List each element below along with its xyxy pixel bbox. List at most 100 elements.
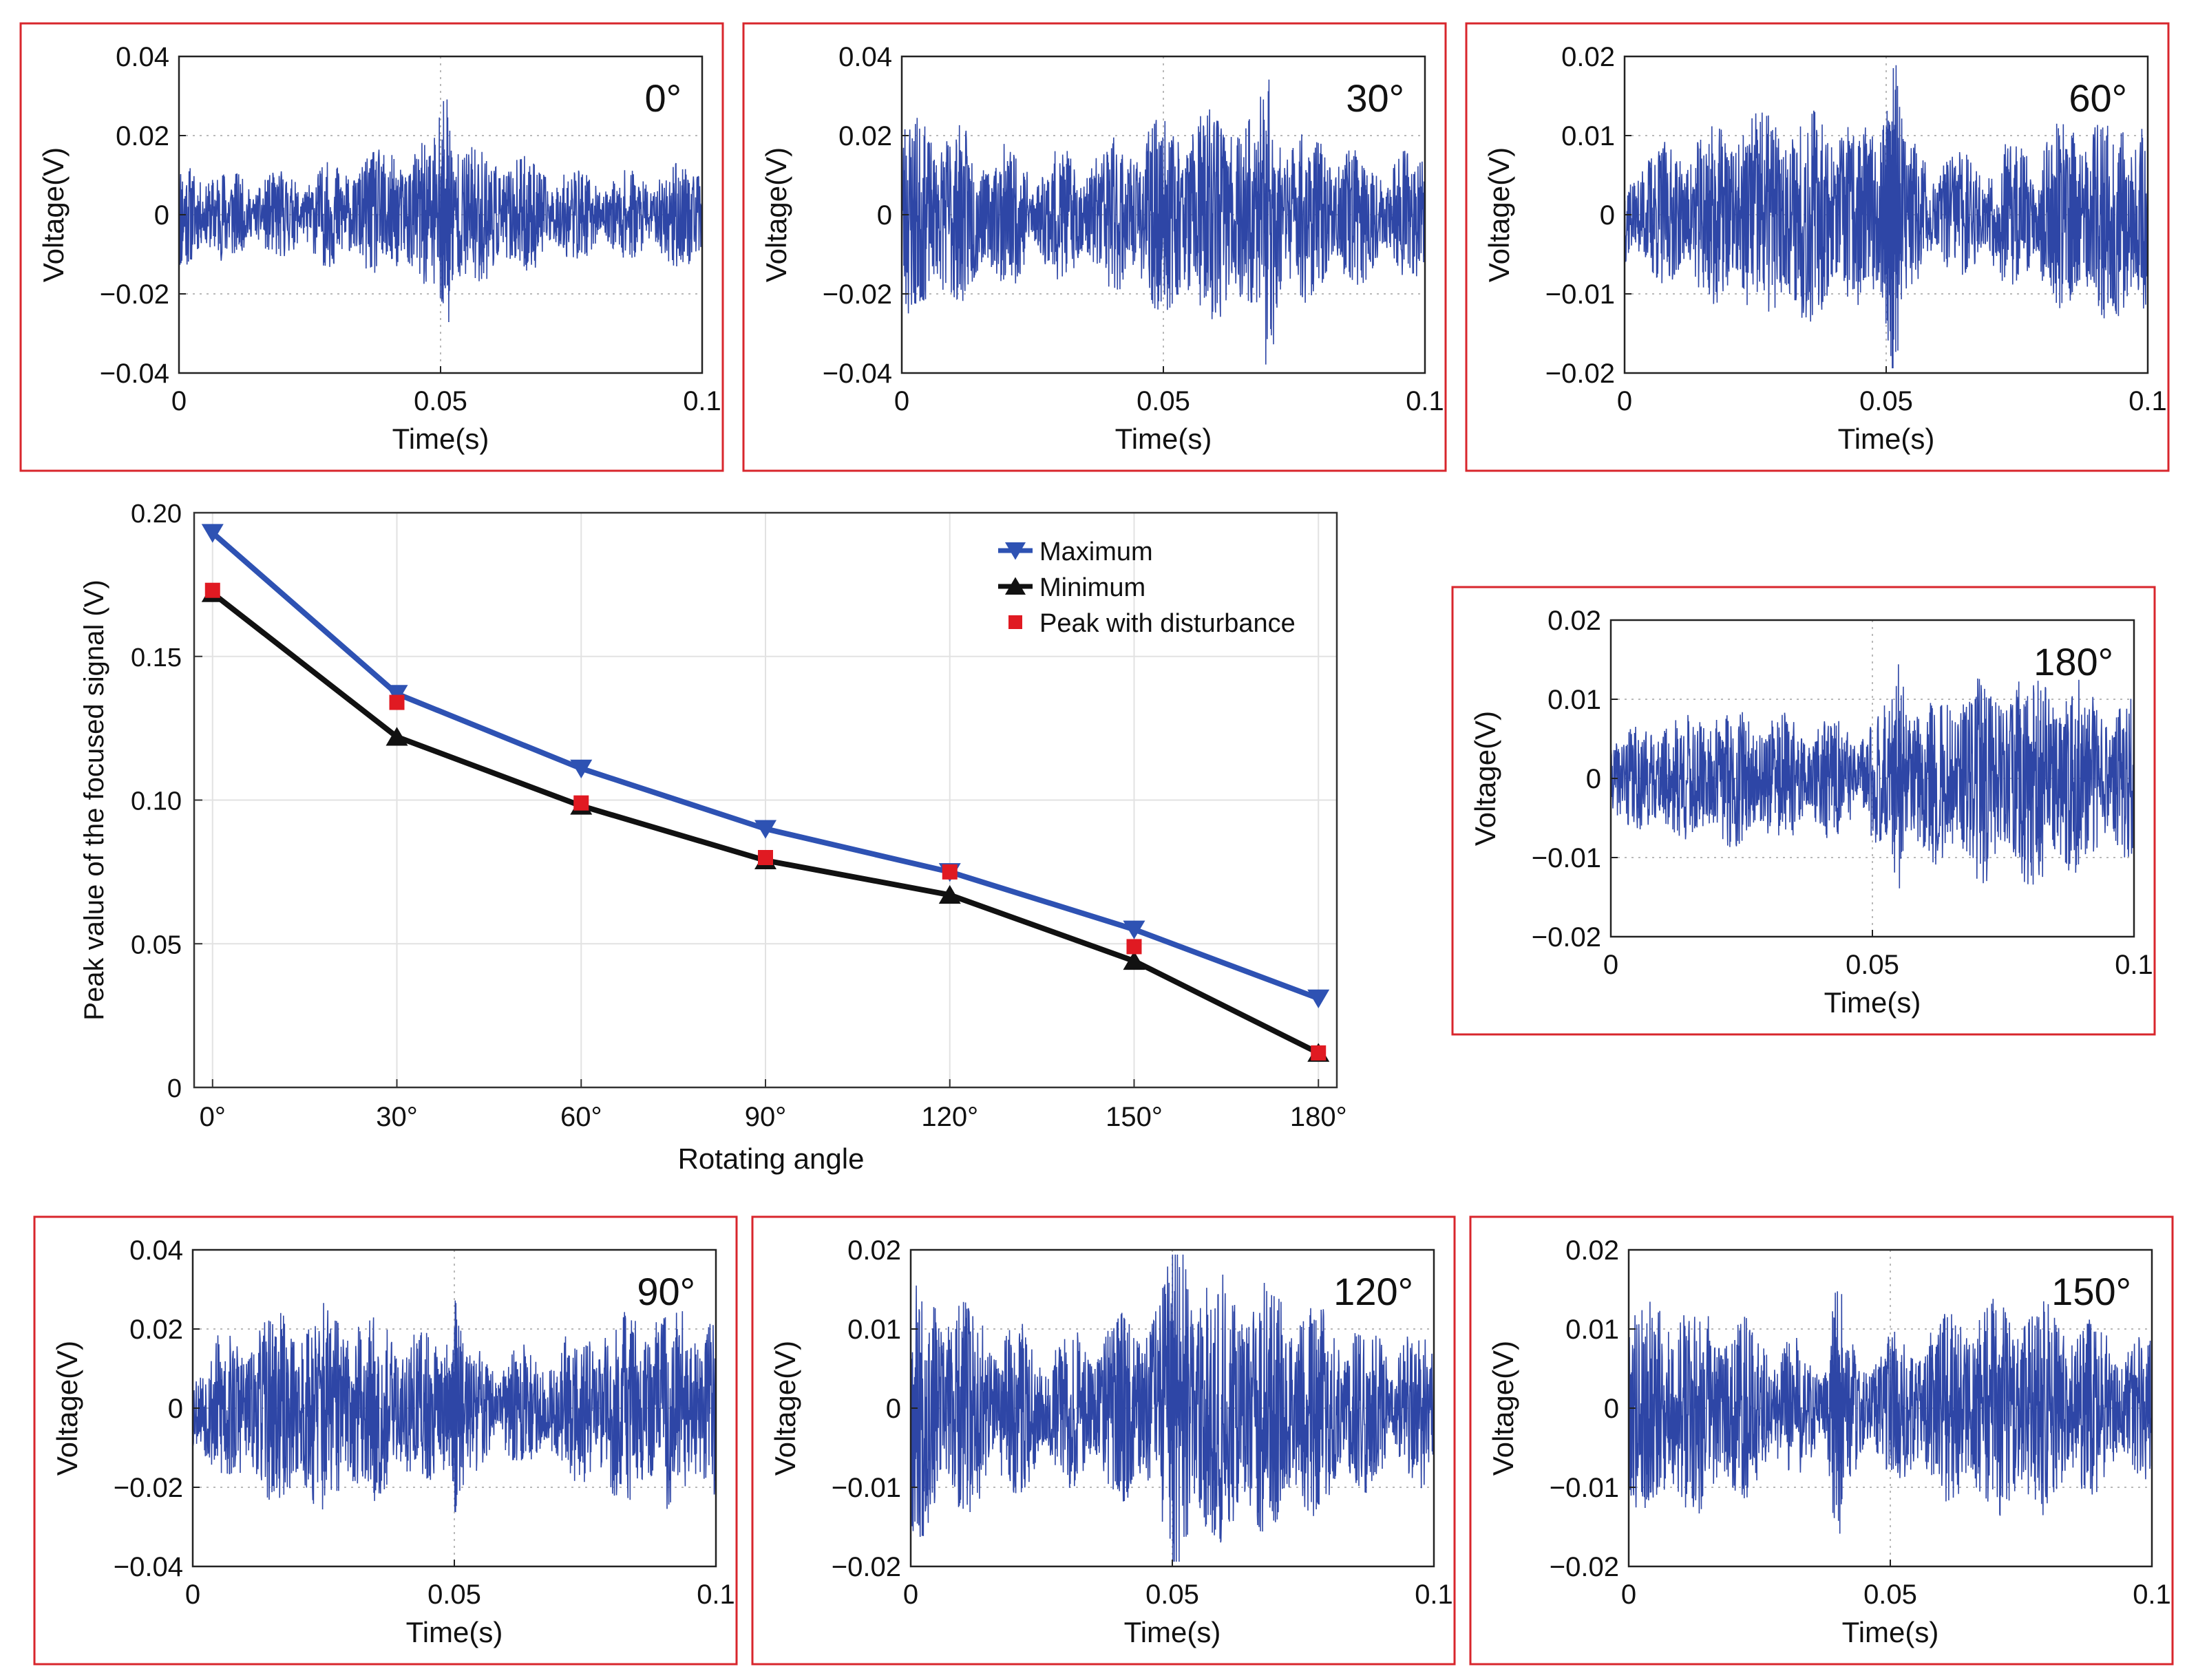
y-tick-label: 0.02 [1565,1235,1619,1266]
marker-peak-with-disturbance [758,850,773,865]
y-tick-label: −0.01 [1545,279,1615,310]
panel-frame [33,1215,738,1666]
y-tick-label: −0.01 [832,1473,901,1503]
x-tick-label: 150° [1106,1102,1163,1132]
y-tick-label: 0.04 [116,42,169,72]
y-tick-label: −0.01 [1550,1473,1619,1503]
y-tick-label: −0.02 [1550,1552,1619,1582]
angle-annotation: 60° [2069,76,2127,120]
legend-label-minimum: Minimum [1039,573,1145,602]
y-tick-label: 0.10 [131,787,182,816]
x-axis-label: Time(s) [1115,423,1212,455]
legend-marker-disturbance [1008,615,1022,629]
y-axis-label: Voltage(V) [37,147,70,282]
x-axis-label: Time(s) [1124,1616,1221,1648]
y-axis-label: Voltage(V) [769,1341,801,1476]
x-tick-label: 0° [200,1102,226,1132]
angle-annotation: 90° [637,1270,695,1313]
panel-frame [742,22,1447,472]
signal-trace [192,1300,717,1513]
y-tick-label: −0.02 [1532,922,1601,953]
y-tick-label: 0.04 [838,42,892,72]
angle-annotation: 120° [1333,1270,1413,1313]
signal-trace [1624,65,2148,369]
marker-minimum [938,884,961,904]
x-tick-label: 0.1 [2115,950,2153,980]
y-tick-label: 0 [154,200,169,231]
legend-label-disturbance: Peak with disturbance [1039,609,1296,638]
marker-peak-with-disturbance [204,582,220,598]
y-tick-label: −0.02 [114,1473,183,1503]
y-tick-label: 0.01 [847,1315,901,1345]
x-axis-label: Time(s) [1842,1616,1939,1648]
x-tick-label: 0.05 [1137,386,1190,416]
y-tick-label: 0.02 [116,121,169,151]
panel-frame [751,1215,1456,1666]
y-tick-label: 0.15 [131,644,182,672]
x-axis-label: Time(s) [392,423,489,455]
y-tick-label: −0.04 [823,359,892,389]
y-tick-label: −0.02 [1545,359,1615,389]
marker-maximum [385,685,408,704]
x-tick-label: 0.1 [683,386,721,416]
signal-panel-120°: 0.020.010−0.01−0.020 0.05 0.1Time(s)Voltag… [751,1215,1456,1666]
y-tick-label: −0.01 [1532,843,1601,873]
x-tick-label: 30° [376,1102,418,1132]
marker-peak-with-disturbance [1311,1045,1327,1061]
angle-annotation: 30° [1346,76,1404,120]
x-tick-label: 0.05 [1859,386,1913,416]
legend-marker-maximum [1005,542,1026,560]
y-tick-label: 0 [886,1394,901,1424]
y-tick-label: 0 [877,200,892,231]
y-tick-label: 0 [1586,764,1601,794]
x-tick-label: 180° [1290,1102,1347,1132]
y-tick-label: 0 [168,1394,183,1424]
y-tick-label: 0.05 [131,931,182,959]
y-tick-label: 0.20 [131,500,182,529]
panel-frame [1451,586,2156,1036]
y-axis-label: Voltage(V) [1487,1341,1519,1476]
panel-frame [1465,22,2170,472]
x-axis-label: Time(s) [406,1616,503,1648]
x-tick-label: 0.05 [1145,1580,1199,1610]
marker-peak-with-disturbance [1126,939,1142,955]
main-chart: 0 0.05 0.10 0.15 0.20 0° 30° 60° 90° 120° 150° 180°… [79,500,1347,1175]
x-tick-label: 0.05 [414,386,467,416]
signal-trace [1628,1291,2153,1534]
y-tick-label: 0.02 [1547,606,1601,636]
x-tick-label: 0 [1603,950,1618,980]
signal-panel-0°: 0.040.020−0.02−0.040 0.05 0.1Time(s)Voltag… [19,22,724,472]
marker-peak-with-disturbance [942,864,958,880]
y-tick-label: 0.02 [129,1315,183,1345]
angle-annotation: 180° [2033,640,2113,683]
x-tick-label: 0.05 [1846,950,1899,980]
y-tick-label: 0.02 [838,121,892,151]
x-tick-label: 120° [921,1102,978,1132]
y-axis-label: Peak value of the focused signal (V) [79,580,109,1020]
marker-maximum [1123,920,1145,939]
panel-frame [1469,1215,2174,1666]
y-tick-label: 0.01 [1547,685,1601,715]
angle-annotation: 150° [2051,1270,2131,1313]
legend-label-maximum: Maximum [1039,538,1153,566]
signal-trace [1610,664,2135,889]
x-tick-label: 0.05 [427,1580,481,1610]
signal-panel-90°: 0.040.020−0.02−0.040 0.05 0.1Time(s)Voltag… [33,1215,738,1666]
marker-minimum [1123,950,1145,970]
y-tick-label: 0.02 [1561,42,1615,72]
y-axis-label: Voltage(V) [1469,711,1501,846]
x-axis-label: Rotating angle [678,1142,865,1175]
signal-panel-150°: 0.020.010−0.01−0.020 0.05 0.1Time(s)Voltag… [1469,1215,2174,1666]
marker-minimum [385,727,408,746]
x-axis-label: Time(s) [1824,986,1921,1019]
y-tick-label: −0.02 [823,279,892,310]
signal-trace [178,99,703,323]
marker-peak-with-disturbance [389,694,405,710]
angle-annotation: 0° [644,76,682,120]
marker-maximum [201,524,224,543]
x-tick-label: 0 [185,1580,200,1610]
x-axis-label: Time(s) [1838,423,1935,455]
y-tick-label: −0.04 [114,1552,183,1582]
x-tick-label: 0.1 [1406,386,1444,416]
y-tick-label: 0 [1604,1394,1619,1424]
